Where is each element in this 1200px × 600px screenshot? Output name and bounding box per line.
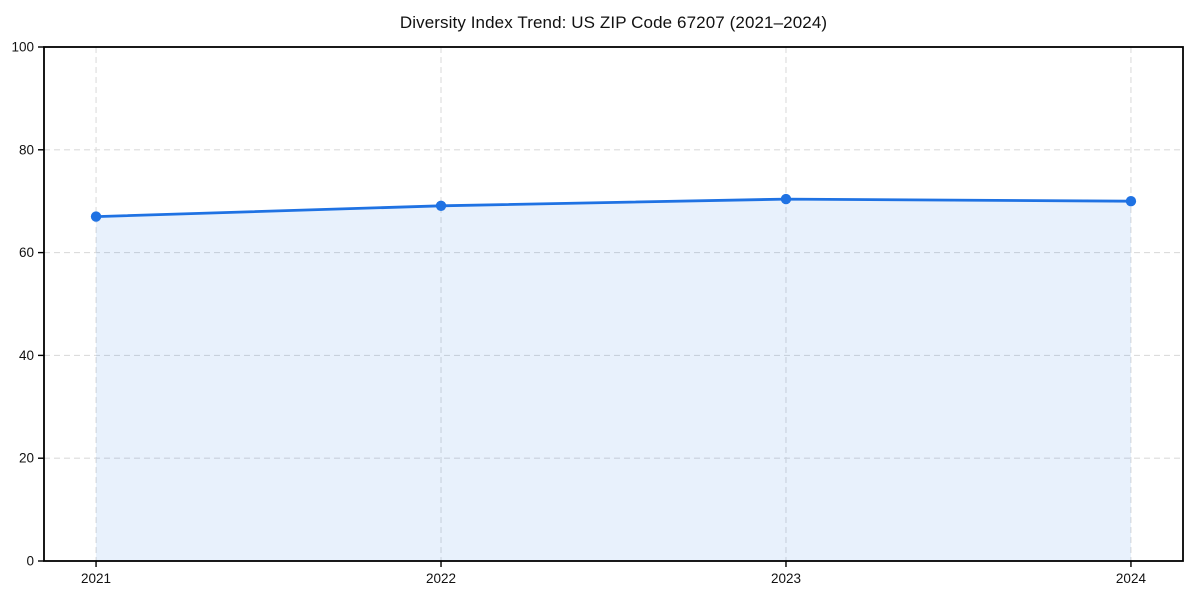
series-area-fill <box>96 199 1131 561</box>
data-point-marker <box>435 200 447 211</box>
x-axis-tick-label: 2021 <box>81 571 111 586</box>
data-point-marker <box>90 211 102 222</box>
series-line <box>94 197 1133 219</box>
y-axis-tick-label: 100 <box>11 40 34 55</box>
plot-border-box <box>43 46 1184 562</box>
x-axis-tick-label: 2024 <box>1116 571 1147 586</box>
data-point-marker <box>780 193 792 205</box>
chart-title: Diversity Index Trend: US ZIP Code 67207… <box>399 13 828 32</box>
x-axis-tick-label: 2023 <box>771 571 801 586</box>
y-axis-tick-label: 40 <box>19 348 34 363</box>
y-axis-tick-label: 0 <box>26 554 34 569</box>
y-axis-tick-label: 20 <box>19 451 34 466</box>
y-axis-tick-label: 60 <box>19 245 34 260</box>
x-axis-tick-label: 2022 <box>426 571 456 586</box>
data-point-marker <box>1125 196 1137 207</box>
y-axis-tick-label: 80 <box>19 142 34 157</box>
